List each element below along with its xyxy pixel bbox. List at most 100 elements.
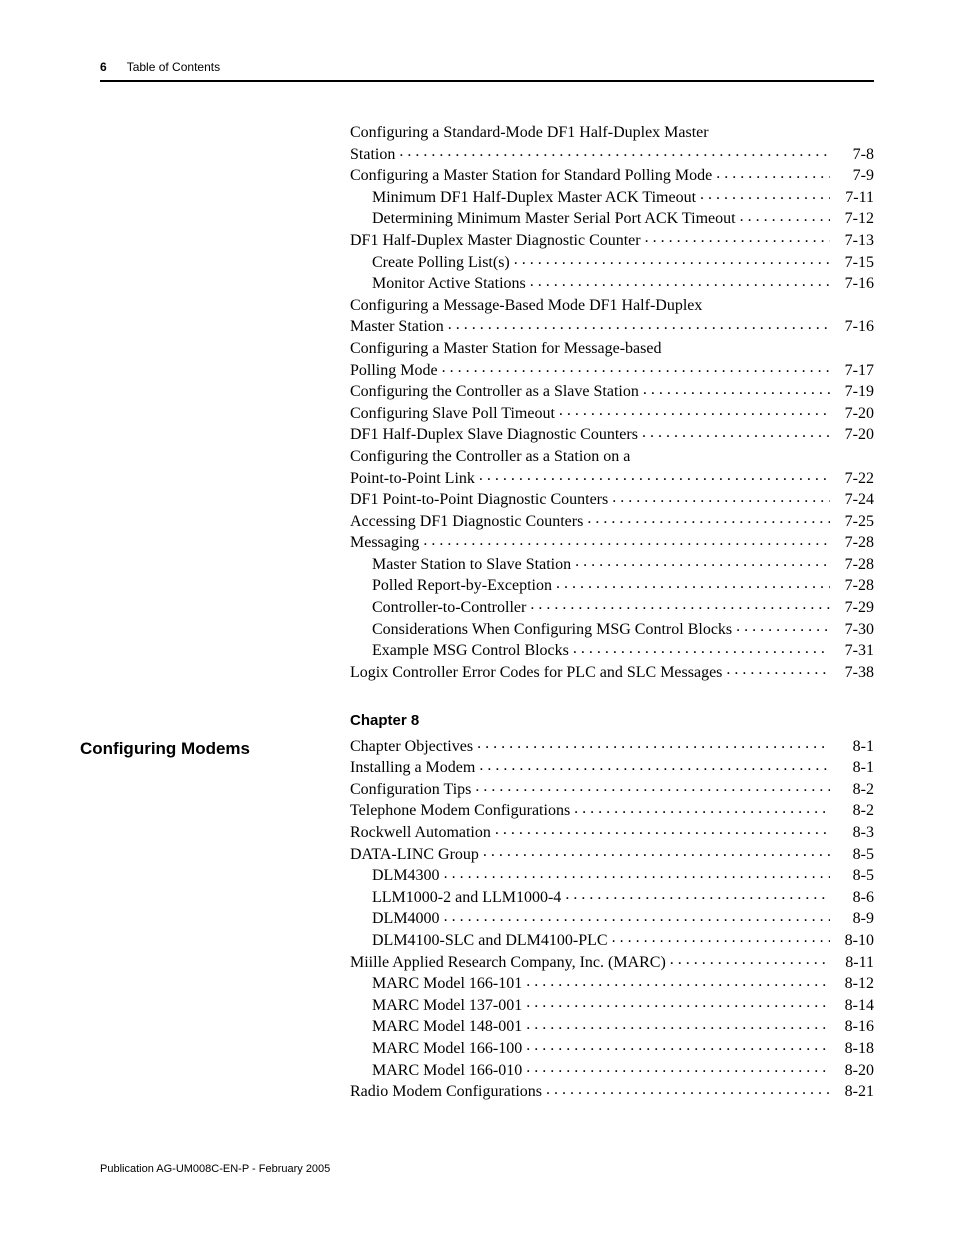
content-columns: Configuring a Standard-Mode DF1 Half-Dup… (80, 122, 874, 1103)
toc-entry-page: 8-14 (834, 995, 874, 1017)
toc-entry-page: 7-29 (834, 597, 874, 619)
toc-leader-dots (559, 407, 830, 418)
toc-entry-text: Logix Controller Error Codes for PLC and… (350, 662, 722, 684)
toc-leader-dots (726, 666, 830, 677)
toc-entry-page: 8-18 (834, 1038, 874, 1060)
toc-leader-dots (740, 212, 830, 223)
toc-leader-dots (574, 804, 830, 815)
toc-entry-text: DF1 Point-to-Point Diagnostic Counters (350, 489, 608, 511)
chapter-8-heading: Chapter 8 (350, 711, 874, 731)
toc-entry-text: Radio Modem Configurations (350, 1081, 542, 1103)
toc-entry-page: 7-11 (834, 187, 874, 209)
toc-leader-dots (565, 891, 830, 902)
toc-entry-page: 7-25 (834, 511, 874, 533)
toc-entry-page: 7-13 (834, 230, 874, 252)
toc-leader-dots (612, 934, 830, 945)
toc-entry: DF1 Half-Duplex Slave Diagnostic Counter… (350, 424, 874, 446)
toc-entry-text: DLM4000 (372, 908, 440, 930)
toc-entry-page: 7-16 (834, 316, 874, 338)
toc-leader-dots (526, 1063, 830, 1074)
toc-entry-page: 8-21 (834, 1081, 874, 1103)
toc-entry-page: 7-19 (834, 381, 874, 403)
running-header: 6 Table of Contents (100, 60, 874, 74)
toc-entry-text: MARC Model 137-001 (372, 995, 522, 1017)
toc-leader-dots (670, 955, 830, 966)
toc-entry-text: Master Station to Slave Station (372, 554, 571, 576)
toc-entry-text: Example MSG Control Blocks (372, 640, 569, 662)
toc-entry-page: 7-24 (834, 489, 874, 511)
toc-leader-dots (526, 999, 830, 1010)
toc-leader-dots (475, 783, 830, 794)
toc-entry: Logix Controller Error Codes for PLC and… (350, 662, 874, 684)
toc-leader-dots (477, 740, 830, 751)
page-number: 6 (100, 60, 107, 74)
toc-leader-dots (448, 320, 830, 331)
left-spacer-ch7 (80, 122, 330, 683)
toc-leader-dots (736, 622, 830, 633)
page-container: 6 Table of Contents Configuring a Standa… (0, 0, 954, 1235)
toc-entry-page: 8-20 (834, 1060, 874, 1082)
toc-entry: Master Station7-16 (350, 316, 874, 338)
toc-entry-page: 7-16 (834, 273, 874, 295)
left-col-ch8: Configuring Modems (80, 683, 330, 1102)
toc-entry-text: DF1 Half-Duplex Slave Diagnostic Counter… (350, 424, 638, 446)
toc-entry-text: Installing a Modem (350, 757, 475, 779)
toc-leader-dots (444, 869, 830, 880)
toc-entry-text: Configuration Tips (350, 779, 471, 801)
toc-entry-text: Messaging (350, 532, 419, 554)
toc-entry-page: 7-28 (834, 575, 874, 597)
header-rule (100, 80, 874, 82)
toc-leader-dots (716, 169, 830, 180)
toc-entry-text: MARC Model 166-101 (372, 973, 522, 995)
toc-leader-dots (514, 255, 830, 266)
toc-leader-dots (575, 558, 830, 569)
toc-entry-text: Station (350, 144, 395, 166)
toc-entry-page: 8-5 (834, 844, 874, 866)
toc-leader-dots (442, 363, 830, 374)
toc-entry-page: 7-15 (834, 252, 874, 274)
toc-leader-dots (587, 515, 830, 526)
toc-leader-dots (556, 579, 830, 590)
header-title: Table of Contents (127, 60, 220, 74)
toc-entry-page: 7-9 (834, 165, 874, 187)
toc-entry-page: 7-31 (834, 640, 874, 662)
toc-leader-dots (483, 847, 830, 858)
toc-leader-dots (479, 471, 830, 482)
toc-entry-page: 7-38 (834, 662, 874, 684)
toc-entry-page: 7-30 (834, 619, 874, 641)
toc-entry-page: 8-1 (834, 757, 874, 779)
toc-entry-text: Chapter Objectives (350, 736, 473, 758)
toc-leader-dots (444, 912, 830, 923)
toc-entry-text: Controller-to-Controller (372, 597, 526, 619)
toc-leader-dots (642, 428, 830, 439)
toc-entry-text: Configuring Slave Poll Timeout (350, 403, 555, 425)
toc-entry-text: Polling Mode (350, 360, 438, 382)
toc-leader-dots (612, 493, 830, 504)
toc-ch8-list: Chapter Objectives 8-1 Installing a Modem 8… (350, 736, 874, 1103)
toc-entry-page: 8-1 (834, 736, 874, 758)
toc-leader-dots (573, 644, 830, 655)
toc-entry-text: MARC Model 166-010 (372, 1060, 522, 1082)
toc-entry-page: 7-12 (834, 208, 874, 230)
toc-entry-page: 7-20 (834, 424, 874, 446)
toc-entry-page: 8-2 (834, 779, 874, 801)
toc-leader-dots (526, 1020, 830, 1031)
toc-entry-text: Monitor Active Stations (372, 273, 526, 295)
toc-entry-text: Create Polling List(s) (372, 252, 510, 274)
toc-leader-dots (479, 761, 830, 772)
toc-ch7-list: Configuring a Standard-Mode DF1 Half-Dup… (350, 122, 874, 683)
toc-entry-page: 8-5 (834, 865, 874, 887)
toc-entry-text: Minimum DF1 Half-Duplex Master ACK Timeo… (372, 187, 696, 209)
toc-leader-dots (643, 385, 830, 396)
toc-entry-page: 7-8 (834, 144, 874, 166)
section-title-ch8: Configuring Modems (80, 739, 330, 759)
toc-entry-page: 8-9 (834, 908, 874, 930)
toc-entry-text: MARC Model 166-100 (372, 1038, 522, 1060)
toc-leader-dots (423, 536, 830, 547)
toc-entry-page: 7-28 (834, 554, 874, 576)
toc-entry-page: 8-12 (834, 973, 874, 995)
toc-leader-dots (495, 826, 830, 837)
toc-entry-page: 7-22 (834, 468, 874, 490)
toc-entry-page: 8-6 (834, 887, 874, 909)
toc-ch8-block: Chapter 8 Chapter Objectives 8-1 Installin… (350, 683, 874, 1102)
